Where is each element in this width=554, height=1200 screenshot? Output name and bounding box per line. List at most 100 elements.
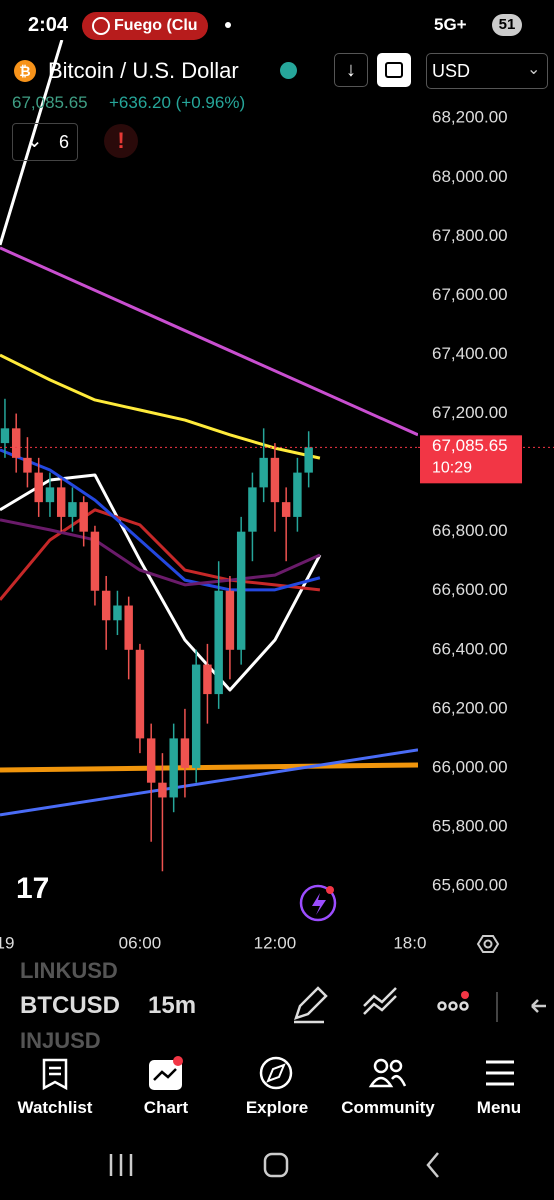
indicator-line xyxy=(0,748,418,817)
nav-explore[interactable]: Explore xyxy=(245,1098,309,1117)
y-tick-label: 66,800.00 xyxy=(432,521,508,540)
download-button[interactable]: ↓ xyxy=(334,53,368,87)
y-tick-label: 65,800.00 xyxy=(432,816,508,835)
undo-icon[interactable] xyxy=(531,999,546,1013)
y-tick-label: 66,400.00 xyxy=(432,639,508,658)
dot xyxy=(225,22,231,28)
logo: 17 xyxy=(16,872,49,905)
draw-icon[interactable] xyxy=(294,986,328,1024)
symbol-prev[interactable]: LINKUSD xyxy=(20,958,118,983)
indicator-line xyxy=(0,762,418,773)
network: 5G+ xyxy=(434,15,467,34)
app-pill[interactable]: Fuego (Clu xyxy=(82,12,208,40)
candle-body xyxy=(236,531,246,650)
indicators-count: 6 xyxy=(59,132,70,152)
indicators-toggle[interactable]: ⌄ 6 xyxy=(12,123,78,161)
candle-body xyxy=(146,738,156,783)
y-tick-label: 67,200.00 xyxy=(432,403,508,422)
price-tag-label: 67,085.65 xyxy=(432,436,508,455)
candle-body xyxy=(225,590,235,650)
recents-button[interactable] xyxy=(109,1154,133,1176)
x-tick-label: 18:0 xyxy=(393,933,426,952)
candle-body xyxy=(158,782,167,798)
indicator-line xyxy=(0,473,322,692)
axes: 68,200.00 68,000.00 67,800.00 67,600.00 67,4… xyxy=(0,108,554,952)
y-tick-label: 68,200.00 xyxy=(432,108,508,127)
interval[interactable]: 15m xyxy=(148,992,197,1019)
candle-body xyxy=(248,487,257,532)
candle-body xyxy=(23,457,32,473)
candle-body xyxy=(68,502,77,517)
x-tick-label: 12:00 xyxy=(254,933,297,952)
currency-select[interactable]: USD ⌄ xyxy=(426,53,548,89)
y-tick-label: 66,600.00 xyxy=(432,580,508,599)
y-tick-label: 66,200.00 xyxy=(432,698,508,717)
candle-body xyxy=(270,457,280,503)
ai-icon[interactable] xyxy=(299,884,337,922)
currency: USD xyxy=(432,61,471,81)
more-icon[interactable] xyxy=(437,1001,469,1011)
nav-icons xyxy=(42,1056,514,1091)
lines-icon[interactable] xyxy=(363,987,397,1015)
settings-icon[interactable] xyxy=(476,935,500,953)
indicator-line xyxy=(0,246,418,437)
candle-body xyxy=(169,738,178,798)
y-tick-label: 67,600.00 xyxy=(432,285,508,304)
y-tick-label: 67,400.00 xyxy=(432,344,508,363)
candle-body xyxy=(56,487,66,517)
candle-body xyxy=(124,605,133,650)
x-tick-label: 19 xyxy=(0,933,14,952)
candle-body xyxy=(214,590,223,695)
nav-community[interactable]: Community xyxy=(341,1098,435,1117)
symbol-title[interactable]: Bitcoin / U.S. Dollar xyxy=(48,58,239,83)
indicator-line xyxy=(0,518,321,587)
toolbar: LINKUSD BTCUSD INJUSD 15m xyxy=(0,958,554,1048)
nav-chart[interactable]: Chart xyxy=(143,1098,189,1117)
home-button[interactable] xyxy=(263,1152,289,1178)
candle-body xyxy=(0,428,10,444)
indicator-line xyxy=(0,448,321,592)
tool-icons xyxy=(294,986,546,1024)
market-status xyxy=(280,62,297,79)
price-tag-countdown: 10:29 xyxy=(432,460,472,477)
plot-area xyxy=(0,40,418,872)
candle-body xyxy=(135,649,145,739)
pill-icon xyxy=(92,17,110,35)
nav-menu[interactable]: Menu xyxy=(476,1098,522,1117)
back-button[interactable] xyxy=(426,1152,439,1178)
fullscreen-button[interactable] xyxy=(377,53,411,87)
clock: 2:04 xyxy=(28,14,69,36)
system-nav xyxy=(109,1152,439,1178)
x-tick-label: 06:00 xyxy=(119,933,162,952)
candle-body xyxy=(34,472,43,503)
alert-icon[interactable]: ! xyxy=(104,124,138,158)
candle-body xyxy=(281,502,291,517)
candle-body xyxy=(79,502,88,532)
chart: 68,200.00 68,000.00 67,800.00 67,600.00 67,4… xyxy=(0,40,554,953)
candle-body xyxy=(304,447,313,473)
candle-body xyxy=(113,605,122,621)
candle-body xyxy=(90,531,100,591)
price-tag xyxy=(420,435,522,484)
candle-body xyxy=(180,738,190,768)
candle-body xyxy=(191,664,201,768)
candle-body xyxy=(259,457,268,488)
candle-body xyxy=(11,428,21,458)
indicator-line xyxy=(0,40,64,246)
candle-body xyxy=(101,590,111,621)
indicator-line xyxy=(0,508,321,601)
candle-body xyxy=(45,487,55,503)
y-tick-label: 66,000.00 xyxy=(432,757,508,776)
price-change: +636.20 (+0.96%) xyxy=(109,93,246,112)
y-tick-label: 67,800.00 xyxy=(432,226,508,245)
nav-watchlist[interactable]: Watchlist xyxy=(17,1098,93,1117)
y-tick-label: 65,600.00 xyxy=(432,876,508,895)
coin-icon: ₿ xyxy=(14,60,36,82)
pill-text: Fuego (Clu xyxy=(114,17,198,34)
symbol-current[interactable]: BTCUSD xyxy=(20,992,120,1019)
candle-body xyxy=(293,472,302,517)
symbol-next[interactable]: INJUSD xyxy=(20,1028,101,1048)
candle-body xyxy=(203,664,212,695)
y-tick-label: 68,000.00 xyxy=(432,167,508,186)
